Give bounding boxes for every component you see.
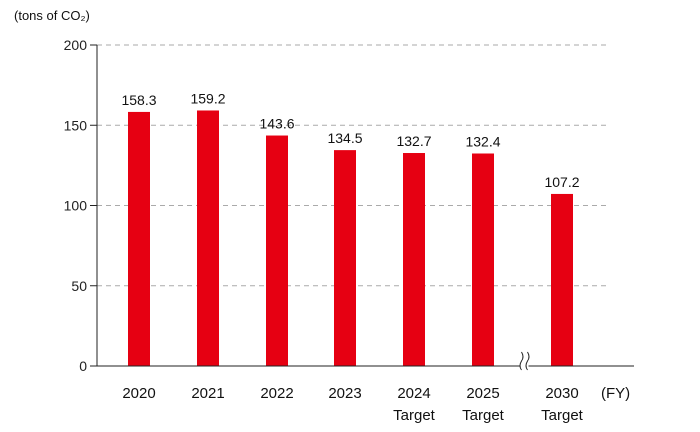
x-tick-label: Target <box>541 407 584 424</box>
x-tick-label: 2030 <box>545 385 578 402</box>
data-label: 132.7 <box>396 133 431 149</box>
y-tick-label: 200 <box>64 37 88 53</box>
axis-break-stroke <box>525 351 530 371</box>
bar <box>551 193 573 366</box>
y-tick-label: 50 <box>71 278 87 294</box>
x-tick-label: 2020 <box>122 385 155 402</box>
bar <box>334 150 356 366</box>
y-tick-label: 150 <box>64 117 88 133</box>
y-tick-label: 100 <box>64 198 88 214</box>
x-axis-unit-label: (FY) <box>601 385 630 402</box>
x-tick-label: 2025 <box>466 385 499 402</box>
x-tick-label: Target <box>462 407 505 424</box>
x-tick-label: 2023 <box>328 385 361 402</box>
x-tick-label: 2022 <box>260 385 293 402</box>
bar <box>128 111 150 366</box>
x-tick-label: 2021 <box>191 385 224 402</box>
bar <box>266 135 288 366</box>
bar <box>197 110 219 366</box>
data-label: 132.4 <box>465 133 500 149</box>
y-tick-label: 0 <box>79 358 87 374</box>
value-labels: 158.3 159.2 143.6 134.5 132.7 132.4 107.2 <box>121 90 579 189</box>
data-label: 134.5 <box>327 130 362 146</box>
data-label: 158.3 <box>121 92 156 108</box>
bar <box>472 153 494 366</box>
axis-break-gap <box>520 352 529 374</box>
axis-break-symbol <box>519 351 530 374</box>
data-label: 159.2 <box>190 90 225 106</box>
data-label: 143.6 <box>259 116 294 132</box>
bar <box>403 153 425 366</box>
data-label: 107.2 <box>544 174 579 190</box>
axes: 0 50 100 150 200 2020 2021 2022 2023 2024 Target 20… <box>64 37 634 424</box>
axis-break-stroke <box>519 351 524 371</box>
bars <box>128 110 573 366</box>
x-tick-label: Target <box>393 407 436 424</box>
y-axis-unit-label: (tons of CO₂) <box>14 8 90 23</box>
x-tick-label: 2024 <box>397 385 430 402</box>
